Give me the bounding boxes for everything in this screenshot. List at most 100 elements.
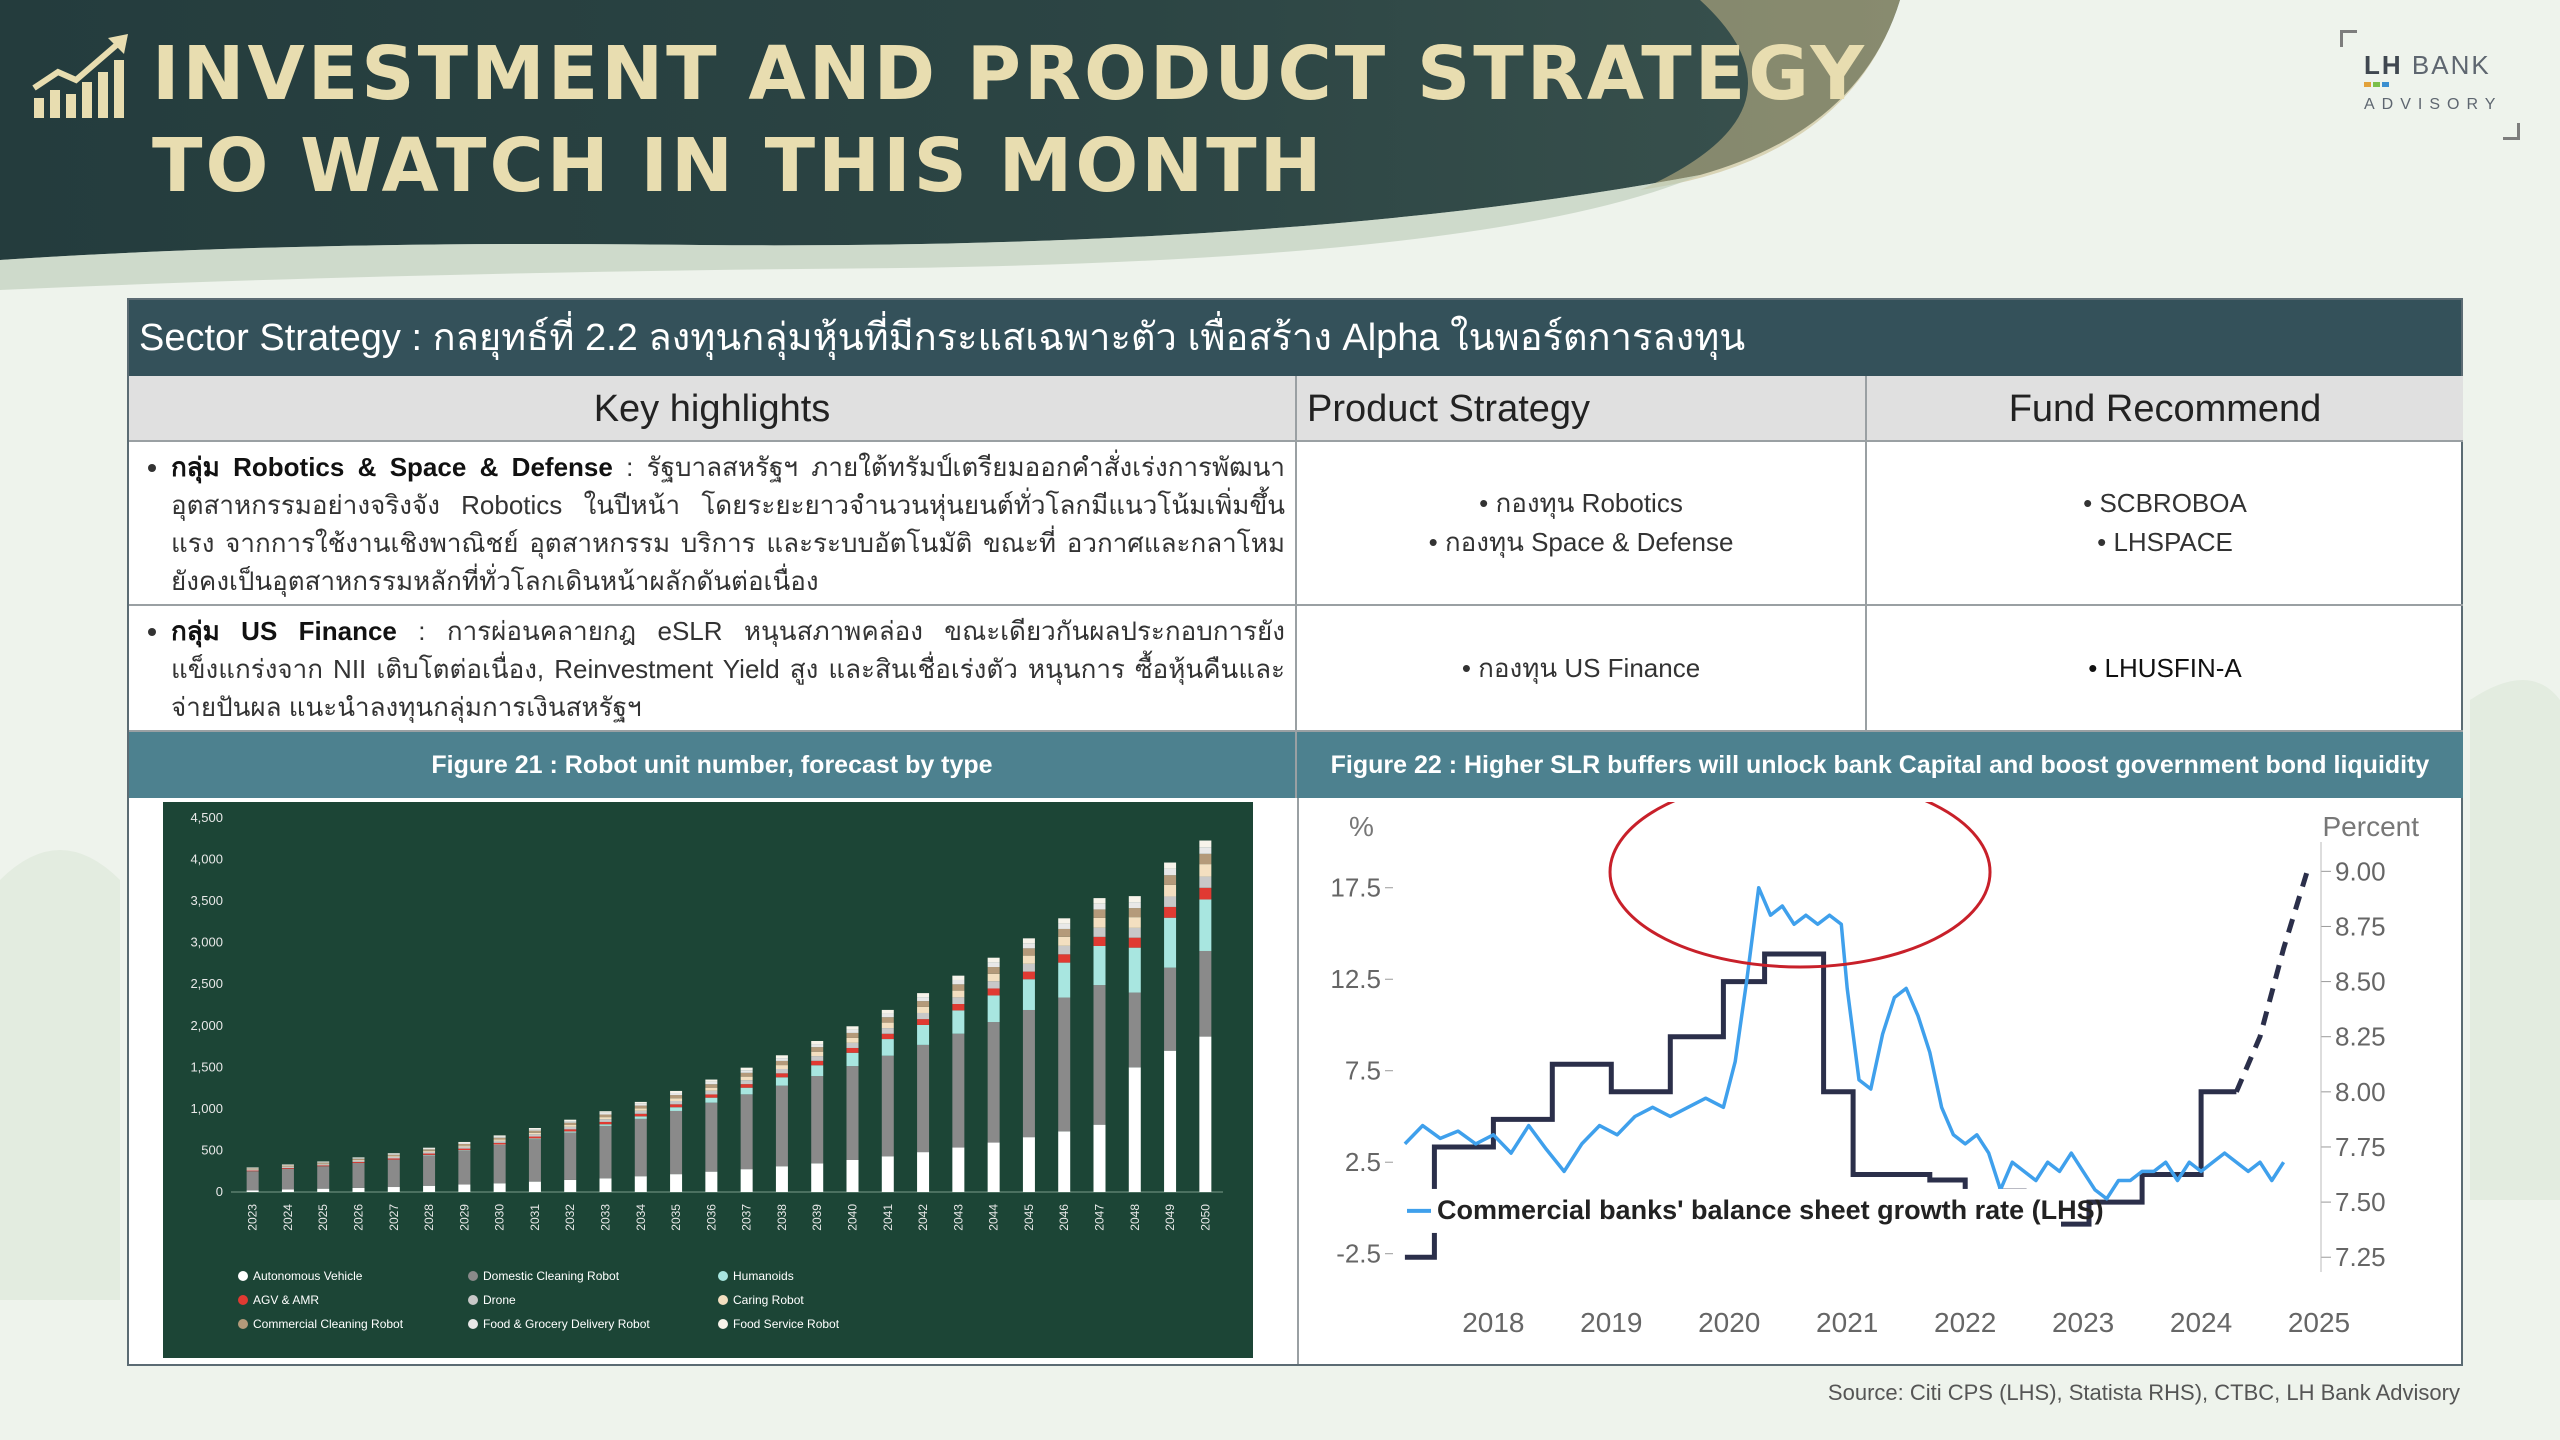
bar-segment	[1058, 945, 1071, 955]
logo-color-dots	[2364, 82, 2389, 87]
bar-segment	[599, 1121, 612, 1125]
header-key-highlights: Key highlights	[129, 376, 1297, 442]
bar-segment	[493, 1142, 506, 1145]
bar-segment	[352, 1157, 365, 1159]
bar-segment	[352, 1162, 365, 1188]
bar-segment	[317, 1161, 330, 1163]
bar-segment	[423, 1153, 436, 1155]
bar-segment	[1128, 1067, 1141, 1192]
bar-segment	[564, 1122, 577, 1126]
bar-segment	[881, 1033, 894, 1040]
bar-segment	[917, 1044, 930, 1153]
bar-segment	[1022, 979, 1035, 1010]
bar-segment	[458, 1150, 471, 1151]
bar-segment	[317, 1166, 330, 1189]
bar-segment	[811, 1065, 824, 1077]
bar-segment	[493, 1139, 506, 1141]
highlight-circle	[1608, 802, 1992, 969]
figure-divider	[1297, 798, 1299, 1364]
x-tick-label: 2031	[528, 1204, 542, 1231]
logo-corner-tl	[2340, 30, 2357, 47]
bar-segment	[881, 1013, 894, 1018]
bar-segment	[599, 1112, 612, 1115]
bar-segment	[987, 995, 1000, 1023]
bar-segment	[881, 1017, 894, 1023]
bar-segment	[1128, 927, 1141, 938]
bar-segment	[423, 1150, 436, 1152]
bar-segment	[775, 1085, 788, 1167]
bar-segment	[246, 1167, 259, 1169]
bar-segment	[634, 1105, 647, 1109]
bar-segment	[634, 1113, 647, 1117]
x-tick-label: 2029	[457, 1204, 471, 1231]
bar-segment	[952, 979, 965, 985]
bar-segment	[1128, 896, 1141, 903]
bar-segment	[458, 1184, 471, 1192]
bar-segment	[281, 1165, 294, 1167]
bar-segment	[1022, 948, 1035, 956]
bar-segment	[1093, 936, 1106, 946]
bar-segment	[1093, 985, 1106, 1125]
bar-segment	[846, 1066, 859, 1161]
x-tick-label: 2045	[1022, 1204, 1036, 1231]
bar-segment	[1164, 917, 1177, 968]
bar-segment	[811, 1060, 824, 1066]
bar-segment	[775, 1077, 788, 1086]
bar-segment	[670, 1104, 683, 1108]
bar-segment	[987, 1142, 1000, 1192]
x-tick-label: 2018	[1462, 1307, 1524, 1338]
bar-segment	[281, 1168, 294, 1190]
figure-21-title: Figure 21 : Robot unit number, forecast …	[129, 732, 1297, 798]
bar-segment	[1199, 950, 1212, 1037]
bar-segment	[881, 1009, 894, 1014]
bar-segment	[846, 1032, 859, 1038]
bar-segment	[1058, 928, 1071, 937]
bar-segment	[775, 1073, 788, 1078]
bar-segment	[246, 1169, 259, 1170]
bar-segment	[917, 1012, 930, 1020]
x-tick-label: 2025	[316, 1204, 330, 1231]
bar-segment	[705, 1090, 718, 1095]
bar-segment	[634, 1116, 647, 1119]
bar-segment	[1093, 898, 1106, 904]
bar-segment	[1058, 923, 1071, 929]
legend-swatch	[238, 1319, 248, 1329]
bar-segment	[634, 1101, 647, 1104]
row-us-finance-products: กองทุน US Finance	[1297, 606, 1867, 732]
bar-segment	[705, 1087, 718, 1091]
bar-segment	[1164, 862, 1177, 869]
bar-segment	[493, 1183, 506, 1192]
bar-segment	[1199, 853, 1212, 865]
bar-segment	[811, 1047, 824, 1052]
growth-chart-icon	[32, 34, 128, 118]
x-tick-label: 2030	[493, 1204, 507, 1231]
x-tick-label: 2032	[563, 1204, 577, 1231]
x-tick-label: 2039	[810, 1204, 824, 1231]
bar-segment	[740, 1087, 753, 1095]
bar-segment	[670, 1174, 683, 1192]
bar-segment	[1022, 943, 1035, 949]
bar-segment	[881, 1028, 894, 1034]
bar-segment	[987, 957, 1000, 963]
bar-segment	[387, 1154, 400, 1155]
bar-segment	[917, 1001, 930, 1007]
bar-segment	[281, 1166, 294, 1167]
bar-segment	[1199, 840, 1212, 848]
bar-segment	[705, 1084, 718, 1088]
bar-segment	[1128, 908, 1141, 918]
bar-segment	[846, 1052, 859, 1067]
y-right-tick: 8.25	[2335, 1022, 2386, 1052]
x-tick-label: 2023	[2052, 1307, 2114, 1338]
y-right-tick: 7.75	[2335, 1132, 2386, 1162]
x-tick-label: 2027	[387, 1204, 401, 1231]
bar-segment	[387, 1187, 400, 1192]
legend-label: Food Service Robot	[733, 1317, 840, 1331]
x-tick-label: 2024	[281, 1204, 295, 1231]
bar-segment	[281, 1167, 294, 1169]
bar-segment	[493, 1135, 506, 1137]
bar-segment	[528, 1134, 541, 1137]
y-right-tick: 8.50	[2335, 967, 2386, 997]
bar-segment	[917, 1024, 930, 1045]
x-tick-label: 2028	[422, 1204, 436, 1231]
y-tick-label: 3,500	[190, 893, 223, 908]
